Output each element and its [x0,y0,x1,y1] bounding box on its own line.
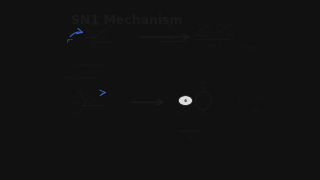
Text: $H_2O$: $H_2O$ [165,23,175,30]
Circle shape [178,96,193,105]
Text: $CH_3$: $CH_3$ [71,100,80,108]
Text: $C$: $C$ [93,34,98,40]
Text: $CH_3$: $CH_3$ [198,79,207,87]
Text: $sp^2$: $sp^2$ [187,133,194,142]
Text: $-Cl$: $-Cl$ [90,97,100,104]
Text: $CH_3$: $CH_3$ [90,44,100,51]
Text: $\delta^+$: $\delta^+$ [68,30,76,37]
Text: $\delta^+$: $\delta^+$ [76,90,83,97]
Text: $F$: $F$ [198,21,202,28]
Text: $\Delta$: $\Delta$ [168,33,173,41]
Text: $\oplus$: $\oplus$ [183,97,188,104]
Text: Step 1: Ionization: Step 1: Ionization [66,76,99,80]
Text: $F$: $F$ [112,25,116,32]
Text: carbocation: carbocation [180,129,201,133]
Text: SN1 Mechanism: SN1 Mechanism [71,14,182,27]
Text: $F$ = alkyl halide: $F$ = alkyl halide [71,61,105,69]
Text: $\ F$: $\ F$ [99,90,104,97]
Text: $\cdot Cl^-$: $\cdot Cl^-$ [253,94,264,101]
Text: $CH_3$: $CH_3$ [198,109,207,117]
Text: $\ \ CH_3$: $\ \ CH_3$ [224,31,235,39]
Text: $F$: $F$ [108,23,112,30]
Text: $F^-$: $F^-$ [66,37,74,45]
Text: $^{CH_3}$: $^{CH_3}$ [94,23,101,30]
Text: $CH_3$: $CH_3$ [177,109,186,117]
Text: $+$: $+$ [236,97,242,105]
Text: $F$: $F$ [86,90,91,97]
Text: $CH_3$: $CH_3$ [89,21,98,29]
Text: $— Cl$: $— Cl$ [98,34,108,40]
Text: $HO\!-\!C$: $HO\!-\!C$ [196,32,211,39]
Text: $C$: $C$ [84,97,89,104]
Text: anion: anion [252,109,261,113]
Text: alcohol: alcohol [244,46,256,50]
Text: $\ \ CH_3$: $\ \ CH_3$ [213,21,225,29]
Text: $CH_3$: $CH_3$ [207,42,216,50]
Text: $CH_3$: $CH_3$ [71,111,80,118]
